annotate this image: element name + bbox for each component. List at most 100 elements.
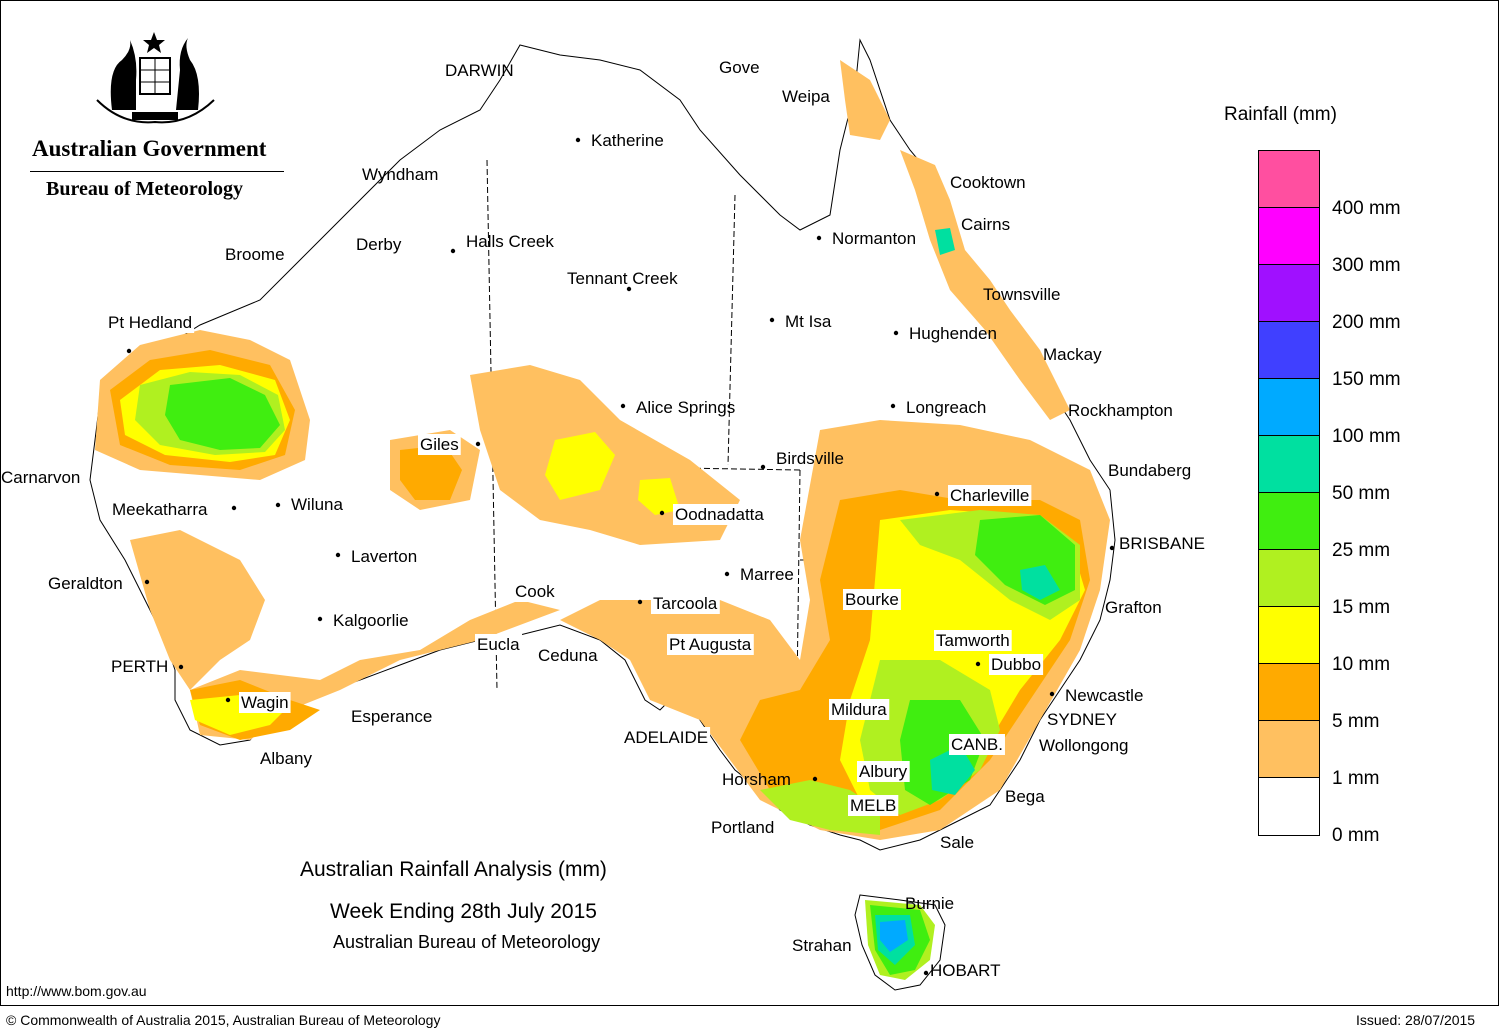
place-label-background: [843, 589, 901, 610]
place-weipa: Weipa: [782, 87, 830, 106]
place-wyndham: Wyndham: [362, 165, 438, 184]
legend-label: 1 mm: [1332, 768, 1380, 789]
place-label: Carnarvon: [1, 468, 80, 487]
place-label-background: [110, 499, 210, 520]
place-label-background: [934, 630, 1012, 651]
place-label: Laverton: [351, 547, 417, 566]
place-label: Halls Creek: [466, 232, 554, 251]
place-label: Kalgoorlie: [333, 611, 409, 630]
legend-label: 25 mm: [1332, 540, 1391, 561]
place-label: Albany: [260, 749, 312, 768]
place-marker: [816, 235, 822, 241]
place-label: Tennant Creek: [567, 269, 678, 288]
place-ceduna: Ceduna: [538, 646, 598, 665]
place-katherine: Katherine: [575, 131, 664, 150]
place-label-background: [513, 581, 558, 602]
place-bega: Bega: [1005, 787, 1045, 806]
place-label: Wollongong: [1039, 736, 1128, 755]
place-meekatharra: Meekatharra: [110, 499, 237, 520]
place-label: Sale: [940, 833, 974, 852]
place-eucla: Eucla: [475, 634, 523, 655]
legend-swatch: [1259, 151, 1319, 208]
legend-label: 15 mm: [1332, 597, 1391, 618]
legend-swatch: [1259, 379, 1319, 436]
issued-date: Issued: 28/07/2015: [1356, 1012, 1476, 1028]
place-label: Cairns: [961, 215, 1010, 234]
place-label: Strahan: [792, 936, 852, 955]
copyright-text: © Commonwealth of Australia 2015, Austra…: [6, 1012, 441, 1028]
agency-name: Bureau of Meteorology: [46, 178, 244, 200]
place-label: ADELAIDE: [624, 728, 708, 747]
place-wagin: Wagin: [225, 692, 291, 713]
place-marker: [126, 348, 132, 354]
place-layer: DARWIN Gove Weipa Katherine Wyndham Cooktown C…: [1, 58, 1205, 980]
legend-swatch: [1259, 607, 1319, 664]
legend-label: 150 mm: [1332, 369, 1401, 390]
place-label: Meekatharra: [112, 500, 208, 519]
place-label-background: [673, 504, 767, 525]
place-marker: [659, 510, 665, 516]
legend-label: 200 mm: [1332, 312, 1401, 333]
legend-swatch: [1259, 664, 1319, 721]
place-label: Tamworth: [936, 631, 1010, 650]
place-marker: [890, 403, 896, 409]
place-label: Mt Isa: [785, 312, 832, 331]
place-marker: [225, 697, 231, 703]
place-label: Bega: [1005, 787, 1045, 806]
place-broome: Broome: [225, 245, 285, 264]
place-label: Oodnadatta: [675, 505, 764, 524]
place-marker: [724, 571, 730, 577]
legend-swatch: [1259, 493, 1319, 550]
place-albany: Albany: [260, 749, 312, 768]
place-canb: CANB.: [949, 734, 1005, 755]
legend-swatch: [1259, 208, 1319, 265]
legend-swatch: [1259, 778, 1319, 835]
legend-label: 50 mm: [1332, 483, 1391, 504]
place-wollongong: Wollongong: [1039, 736, 1128, 755]
place-marker: [934, 491, 940, 497]
place-longreach: Longreach: [890, 398, 986, 417]
place-label: MELB: [850, 796, 896, 815]
place-geraldton: Geraldton: [48, 574, 150, 593]
place-label: Townsville: [983, 285, 1060, 304]
place-label: Rockhampton: [1068, 401, 1173, 420]
place-label: Ceduna: [538, 646, 598, 665]
place-marker: [450, 248, 456, 254]
place-label: Longreach: [906, 398, 986, 417]
place-label: Portland: [711, 818, 774, 837]
place-marker: [923, 970, 929, 976]
place-marker: [637, 599, 643, 605]
place-marker: [812, 776, 818, 782]
place-label: Giles: [420, 435, 459, 454]
place-gove: Gove: [719, 58, 760, 77]
place-carnarvon: Carnarvon: [1, 468, 80, 487]
place-label: Wagin: [241, 693, 289, 712]
place-label-background: [475, 634, 523, 655]
place-label: Broome: [225, 245, 285, 264]
place-sydney: SYDNEY: [1047, 710, 1117, 729]
place-marker: [626, 286, 632, 292]
place-marker: [178, 664, 184, 670]
place-label: Esperance: [351, 707, 432, 726]
place-albury: Albury: [857, 761, 910, 782]
place-melb: MELB: [848, 795, 899, 816]
place-label: Cook: [515, 582, 555, 601]
legend-swatch: [1259, 721, 1319, 778]
place-giles: Giles: [418, 434, 481, 455]
place-normanton: Normanton: [816, 229, 916, 248]
place-rockhampton: Rockhampton: [1068, 401, 1173, 420]
place-label: Gove: [719, 58, 760, 77]
place-adelaide: ADELAIDE: [622, 727, 711, 748]
place-cook: Cook: [513, 581, 558, 602]
place-label: Birdsville: [776, 449, 844, 468]
place-wiluna: Wiluna: [275, 494, 346, 515]
place-strahan: Strahan: [792, 936, 852, 955]
place-label: Grafton: [1105, 598, 1162, 617]
place-alice-springs: Alice Springs: [620, 398, 735, 417]
legend-color-bar: [1258, 150, 1320, 836]
place-oodnadatta: Oodnadatta: [659, 504, 767, 525]
place-label-background: [989, 654, 1044, 675]
website-link[interactable]: http://www.bom.gov.au: [6, 983, 147, 999]
place-label-background: [848, 795, 899, 816]
